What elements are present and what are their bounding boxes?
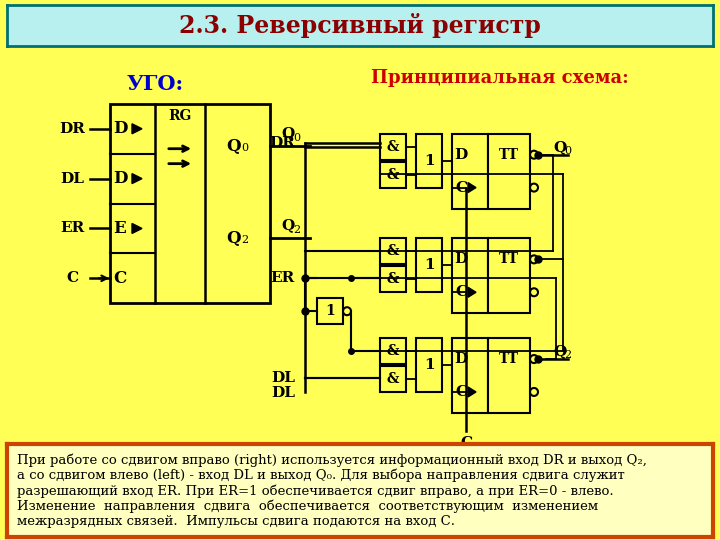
Text: 1: 1 — [423, 154, 434, 168]
Text: УГО:: УГО: — [127, 74, 184, 94]
Text: &: & — [387, 245, 400, 259]
Text: D: D — [113, 120, 127, 137]
Bar — [452, 134, 488, 208]
Text: D: D — [113, 170, 127, 187]
Bar — [416, 239, 442, 292]
Polygon shape — [468, 387, 476, 397]
Text: DL: DL — [271, 371, 295, 385]
Bar — [452, 338, 488, 413]
Text: Q: Q — [226, 230, 240, 247]
Text: D: D — [454, 352, 467, 366]
Text: DL: DL — [271, 386, 295, 400]
Text: 1: 1 — [325, 304, 335, 318]
Text: 1: 1 — [423, 358, 434, 372]
Text: &: & — [387, 140, 400, 154]
Polygon shape — [468, 287, 476, 297]
Text: разрешающий вход ER. При ER=1 обеспечивается сдвиг вправо, а при ER=0 - влево.: разрешающий вход ER. При ER=1 обеспечива… — [17, 484, 613, 498]
Text: E: E — [114, 220, 127, 237]
Bar — [317, 298, 343, 324]
Text: DR: DR — [269, 136, 295, 150]
Text: C: C — [455, 385, 467, 399]
Text: Изменение  направления  сдвига  обеспечивается  соответствующим  изменением: Изменение направления сдвига обеспечивае… — [17, 500, 598, 513]
Polygon shape — [132, 124, 142, 134]
Bar — [488, 239, 530, 313]
Bar — [380, 161, 406, 187]
Text: &: & — [387, 344, 400, 358]
Text: 2: 2 — [241, 235, 248, 245]
Bar — [380, 134, 406, 160]
Text: 0: 0 — [294, 133, 300, 143]
Bar — [110, 104, 270, 303]
Polygon shape — [132, 224, 142, 233]
Text: C: C — [455, 180, 467, 194]
Text: а со сдвигом влево (left) - вход DL и выход Q₀. Для выбора направления сдвига сл: а со сдвигом влево (left) - вход DL и вы… — [17, 469, 625, 482]
Text: &: & — [387, 272, 400, 286]
Text: ER: ER — [60, 221, 84, 235]
Text: Q: Q — [282, 126, 294, 140]
Text: TT: TT — [499, 147, 519, 161]
Text: При работе со сдвигом вправо (right) используется информационный вход DR и выход: При работе со сдвигом вправо (right) исп… — [17, 453, 647, 467]
Text: 2.3. Реверсивный регистр: 2.3. Реверсивный регистр — [179, 13, 541, 38]
Text: ER: ER — [271, 271, 295, 285]
Text: Q: Q — [554, 344, 567, 358]
Text: &: & — [387, 167, 400, 181]
Bar — [488, 134, 530, 208]
Text: C: C — [66, 271, 78, 285]
Text: DL: DL — [60, 172, 84, 186]
Text: Q: Q — [282, 219, 294, 233]
Text: 2: 2 — [294, 226, 300, 235]
Text: C: C — [455, 285, 467, 299]
Text: 0: 0 — [564, 146, 572, 156]
Text: C: C — [113, 270, 127, 287]
Text: Принципиальная схема:: Принципиальная схема: — [371, 69, 629, 87]
Text: &: & — [387, 372, 400, 386]
Text: DR: DR — [59, 122, 85, 136]
Bar — [416, 338, 442, 392]
Bar — [416, 134, 442, 187]
Text: TT: TT — [499, 252, 519, 266]
Bar — [488, 338, 530, 413]
Text: Q: Q — [554, 140, 567, 154]
Text: D: D — [454, 147, 467, 161]
Text: Q: Q — [226, 138, 240, 155]
Text: 2: 2 — [564, 350, 572, 360]
Bar — [452, 239, 488, 313]
Text: TT: TT — [499, 352, 519, 366]
Text: C: C — [460, 436, 472, 450]
Bar — [380, 239, 406, 265]
Polygon shape — [132, 174, 142, 184]
Bar — [380, 266, 406, 292]
Text: 0: 0 — [241, 143, 248, 153]
Text: межразрядных связей.  Импульсы сдвига подаются на вход С.: межразрядных связей. Импульсы сдвига под… — [17, 515, 455, 528]
Polygon shape — [468, 183, 476, 193]
Text: D: D — [454, 252, 467, 266]
Bar — [380, 366, 406, 392]
Bar — [380, 338, 406, 364]
Text: RG: RG — [168, 109, 192, 123]
Text: 1: 1 — [423, 258, 434, 272]
